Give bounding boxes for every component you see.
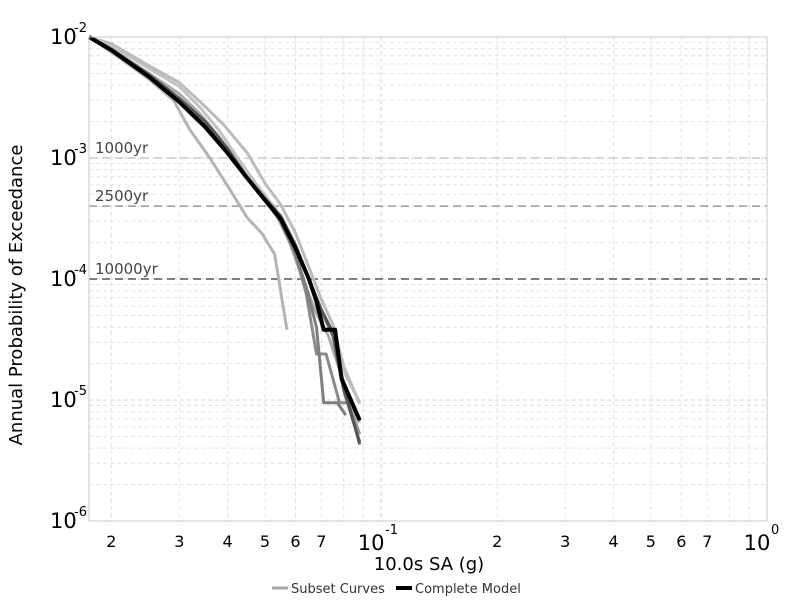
reference-lines: 1000yr 2500yr 10000yr bbox=[89, 139, 767, 280]
y-tick-label-1: 10 bbox=[50, 146, 77, 170]
y-axis-label: Annual Probability of Exceedance bbox=[6, 145, 27, 446]
x-tick-label-4: 6 bbox=[290, 532, 300, 551]
series-subset-curve-5 bbox=[88, 35, 350, 405]
y-tick-exponent-3: -5 bbox=[74, 384, 87, 399]
x-major-tick-label-1: 10 bbox=[744, 531, 771, 555]
y-tick-exponent-4: -6 bbox=[74, 505, 87, 520]
x-tick-label-11: 7 bbox=[702, 532, 712, 551]
legend-label-subset: Subset Curves bbox=[291, 582, 385, 597]
x-tick-label-6: 2 bbox=[492, 532, 502, 551]
y-tick-exponent-2: -4 bbox=[74, 263, 87, 278]
x-tick-label-2: 4 bbox=[222, 532, 232, 551]
legend: Subset Curves Complete Model bbox=[272, 582, 521, 597]
series-subset-curve-4 bbox=[88, 35, 362, 435]
y-tick-label-3: 10 bbox=[50, 388, 77, 412]
series-subset-curve-6 bbox=[88, 35, 348, 416]
x-tick-label-7: 3 bbox=[560, 532, 570, 551]
reference-label-1: 2500yr bbox=[95, 187, 149, 205]
x-major-tick-exponent-1: 0 bbox=[771, 523, 779, 538]
x-axis-label: 10.0s SA (g) bbox=[374, 554, 484, 575]
x-tick-label-1: 3 bbox=[174, 532, 184, 551]
y-axis-tick-labels: 10-210-310-410-510-6 bbox=[50, 21, 87, 533]
series-complete-model bbox=[87, 35, 362, 422]
x-tick-label-8: 4 bbox=[608, 532, 618, 551]
y-tick-exponent-1: -3 bbox=[74, 142, 87, 157]
y-tick-label-2: 10 bbox=[50, 267, 77, 291]
plot-frame bbox=[88, 36, 768, 522]
x-major-tick-exponent-0: -1 bbox=[385, 523, 398, 538]
y-tick-label-4: 10 bbox=[50, 509, 77, 533]
reference-label-2: 10000yr bbox=[95, 260, 159, 278]
y-tick-label-0: 10 bbox=[50, 25, 77, 49]
y-tick-exponent-0: -2 bbox=[74, 21, 87, 36]
series-subset-curve-8 bbox=[88, 35, 362, 445]
series-layer bbox=[87, 35, 362, 445]
x-tick-label-10: 6 bbox=[676, 532, 686, 551]
x-major-tick-label-0: 10 bbox=[358, 531, 385, 555]
series-subset-curve-7 bbox=[88, 35, 362, 443]
x-tick-label-9: 5 bbox=[646, 532, 656, 551]
x-tick-label-3: 5 bbox=[260, 532, 270, 551]
x-tick-label-0: 2 bbox=[106, 532, 116, 551]
series-subset-curve-2 bbox=[88, 35, 362, 405]
legend-label-complete: Complete Model bbox=[415, 582, 521, 597]
x-tick-label-5: 7 bbox=[316, 532, 326, 551]
reference-label-0: 1000yr bbox=[95, 139, 149, 157]
